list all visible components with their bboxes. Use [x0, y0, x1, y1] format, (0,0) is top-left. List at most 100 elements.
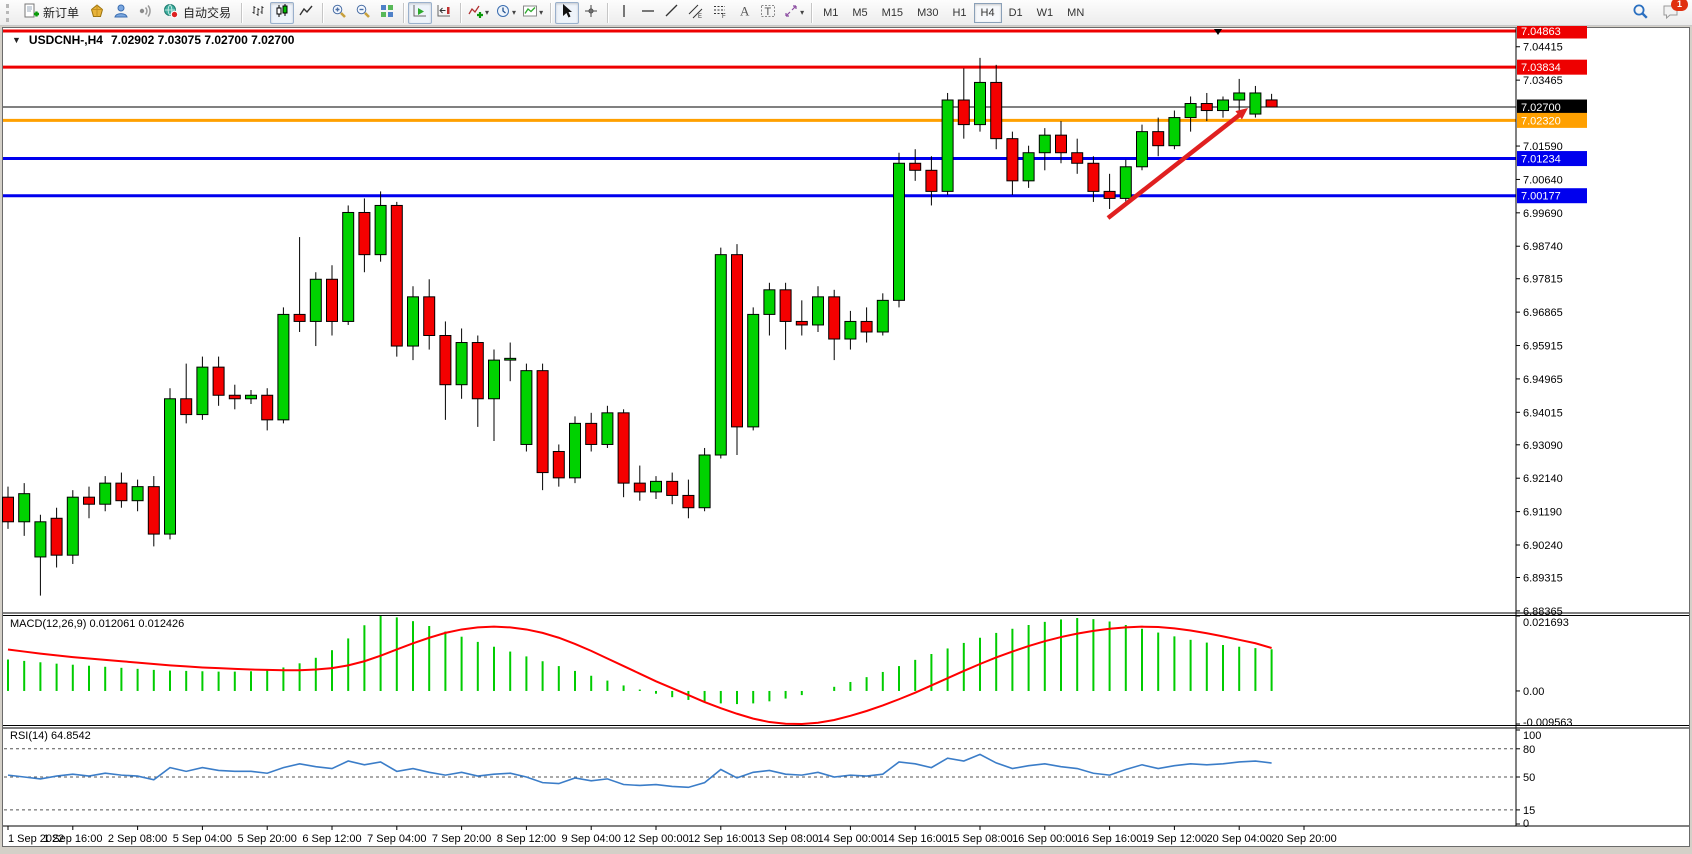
autotrade-label: 自动交易: [183, 6, 232, 20]
candle-body: [601, 412, 614, 445]
price-badge: [1517, 188, 1587, 204]
search-button[interactable]: [1628, 2, 1652, 24]
price-tick-label: 6.95915: [1523, 341, 1563, 353]
timeframe-w1[interactable]: W1: [1030, 3, 1061, 23]
time-tick-label[interactable]: 14 Sep 16:00: [882, 833, 947, 845]
templates-button[interactable]: ▾: [519, 2, 546, 24]
horizontal-line-button[interactable]: [636, 2, 660, 24]
timeframe-m5[interactable]: M5: [845, 3, 874, 23]
timeframe-m1[interactable]: M1: [816, 3, 845, 23]
timeframe-d1[interactable]: D1: [1002, 3, 1030, 23]
candle-body: [1200, 103, 1213, 112]
dropdown-caret-icon: ▾: [512, 8, 517, 17]
rsi-axis-label: 50: [1523, 772, 1535, 784]
indicators-icon: [468, 3, 484, 22]
text-label-icon: T: [760, 3, 776, 22]
time-tick-label[interactable]: 14 Sep 00:00: [818, 833, 883, 845]
price-tick-label: 6.94015: [1523, 407, 1563, 419]
trend-arrow-line[interactable]: [1106, 111, 1244, 220]
time-tick-label[interactable]: 9 Sep 04:00: [562, 833, 621, 845]
crosshair-button[interactable]: [579, 2, 603, 24]
time-tick-label[interactable]: 13 Sep 08:00: [753, 833, 818, 845]
periods-button[interactable]: ▾: [492, 2, 519, 24]
time-tick-label[interactable]: 5 Sep 20:00: [238, 833, 297, 845]
time-tick-label[interactable]: 20 Sep 04:00: [1206, 833, 1271, 845]
bar-chart-button[interactable]: [246, 2, 270, 24]
price-tick-label: 6.90240: [1523, 540, 1563, 552]
trend-arrow[interactable]: [1106, 108, 1248, 220]
candle-body: [439, 334, 452, 386]
candle-body: [860, 320, 873, 333]
fibonacci-button[interactable]: F: [708, 2, 732, 24]
time-tick-label[interactable]: 15 Sep 08:00: [947, 833, 1012, 845]
arrows-button[interactable]: ▾: [780, 2, 807, 24]
profile-button[interactable]: [109, 2, 133, 24]
tile-windows-button[interactable]: [375, 2, 399, 24]
line-chart-button[interactable]: [294, 2, 318, 24]
svg-text:E: E: [698, 14, 702, 19]
macd-panel: MACD(12,26,9) 0.012061 0.012426: [7, 615, 1273, 726]
time-tick-label[interactable]: 8 Sep 12:00: [497, 833, 556, 845]
toolbar-grip: [6, 3, 13, 22]
trendline-button[interactable]: [660, 2, 684, 24]
autotrade-button[interactable]: 自动交易: [157, 2, 237, 24]
timeframe-group: M1 M5 M15 M30 H1 H4 D1 W1 MN: [816, 2, 1091, 23]
zoom-in-button[interactable]: [327, 2, 351, 24]
channel-button[interactable]: E: [684, 2, 708, 24]
text-button[interactable]: A: [732, 2, 756, 24]
price-tick-label: 6.97815: [1523, 274, 1563, 286]
cursor-button[interactable]: [555, 1, 580, 24]
zoom-out-button[interactable]: [351, 2, 375, 24]
time-tick-label[interactable]: 16 Sep 00:00: [1012, 833, 1077, 845]
chart-title-bar: ▼ USDCNH-,H4 7.02902 7.03075 7.02700 7.0…: [12, 33, 294, 47]
indicators-button[interactable]: ▾: [465, 2, 492, 24]
candle-body: [1233, 92, 1246, 101]
time-tick-label[interactable]: 1 Sep 2022: [8, 833, 64, 845]
time-tick-label[interactable]: 19 Sep 12:00: [1142, 833, 1207, 845]
time-tick-label[interactable]: 16 Sep 16:00: [1077, 833, 1142, 845]
time-tick-label[interactable]: 2 Sep 08:00: [108, 833, 167, 845]
time-tick-label[interactable]: 5 Sep 04:00: [173, 833, 232, 845]
candle-body: [1038, 134, 1051, 154]
candlestick-chart-button[interactable]: [270, 1, 295, 24]
timeframe-m30[interactable]: M30: [910, 3, 945, 23]
timeframe-h1[interactable]: H1: [945, 3, 973, 23]
chart-shift-button[interactable]: [432, 2, 456, 24]
time-tick-label[interactable]: 6 Sep 12:00: [302, 833, 361, 845]
price-badge-label: 7.02320: [1521, 115, 1561, 127]
timeframe-mn[interactable]: MN: [1060, 3, 1091, 23]
time-tick-label[interactable]: 7 Sep 04:00: [367, 833, 426, 845]
dropdown-caret-icon: ▾: [485, 8, 490, 17]
timeframe-h4[interactable]: H4: [973, 2, 1002, 23]
candle-body: [812, 296, 824, 326]
time-tick-label[interactable]: 1 Sep 16:00: [43, 833, 102, 845]
new-order-button[interactable]: 新订单: [17, 2, 85, 24]
market-button[interactable]: [85, 2, 109, 24]
candle-body: [99, 482, 112, 505]
svg-text:T: T: [765, 6, 772, 18]
candle-body: [925, 169, 938, 192]
chart-shift-icon: [436, 3, 452, 22]
time-tick-label[interactable]: 20 Sep 20:00: [1271, 833, 1336, 845]
candle-body: [714, 254, 727, 456]
time-tick-label[interactable]: 7 Sep 20:00: [432, 833, 491, 845]
time-tick-label[interactable]: 12 Sep 16:00: [688, 833, 753, 845]
dropdown-caret-icon: ▾: [539, 8, 544, 17]
candlestick-chart-icon: [274, 3, 290, 22]
autoscroll-button[interactable]: [408, 1, 433, 24]
trendline-icon: [664, 3, 680, 22]
text-label-button[interactable]: T: [756, 2, 780, 24]
signals-button[interactable]: [133, 2, 157, 24]
candle-body: [342, 211, 355, 322]
time-tick-label[interactable]: 12 Sep 00:00: [623, 833, 688, 845]
chart-shift-marker[interactable]: [1214, 29, 1222, 35]
price-tick-label: 7.00640: [1523, 174, 1563, 186]
vertical-line-icon: [616, 3, 632, 22]
candle-body: [893, 162, 905, 301]
vertical-line-button[interactable]: [612, 2, 636, 24]
toolbar-separator: [460, 2, 462, 23]
price-badge: [1517, 59, 1587, 75]
chart-dropdown-icon[interactable]: ▼: [12, 35, 21, 45]
rsi-line: [7, 753, 1272, 789]
timeframe-m15[interactable]: M15: [875, 3, 910, 23]
